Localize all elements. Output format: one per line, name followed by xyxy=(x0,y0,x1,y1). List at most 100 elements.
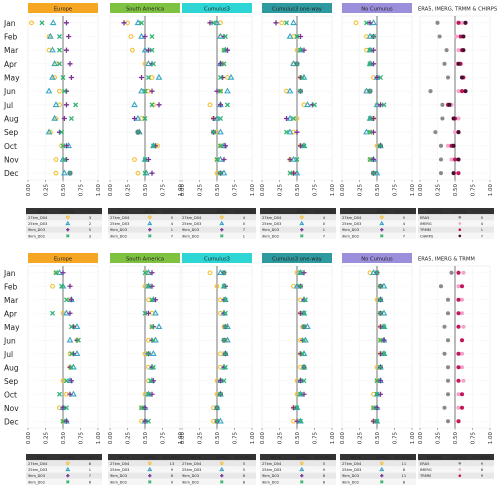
data-point xyxy=(221,47,227,53)
data-point xyxy=(286,32,294,39)
table-header-cell: Symbol xyxy=(215,210,228,214)
data-point xyxy=(134,19,142,26)
data-point xyxy=(437,34,442,39)
table-header xyxy=(418,454,494,461)
panel-no-cumulus: No Cumulus 0.00 0.25 0.50 0.75 1.00 Setup Symbo… xyxy=(340,253,416,485)
table-count-cell: 6 xyxy=(89,480,92,484)
table-setup-cell: 9km_D02 xyxy=(262,480,279,484)
data-point xyxy=(461,324,466,329)
data-point xyxy=(459,338,465,343)
data-point xyxy=(57,88,62,94)
data-point xyxy=(57,34,62,39)
x-tick-label: 0.00 xyxy=(180,432,186,445)
data-point xyxy=(459,297,465,302)
table-symbol xyxy=(380,228,384,232)
data-point xyxy=(57,61,62,67)
table-row xyxy=(418,466,494,473)
data-point xyxy=(440,102,445,107)
table-row xyxy=(340,472,416,479)
panel-title: ERA5, IMERG, TRMM & CHIRPS xyxy=(418,7,497,13)
table-setup-cell: 25km_D03 xyxy=(262,468,281,472)
data-point xyxy=(60,405,66,411)
data-point xyxy=(149,88,155,94)
data-point xyxy=(61,115,67,122)
table-header-cell: Symbol xyxy=(61,456,74,460)
data-point xyxy=(456,130,461,135)
data-point xyxy=(221,270,227,276)
table-setup-cell: TRMM xyxy=(419,228,431,232)
data-point xyxy=(146,418,151,424)
table-count-cell: 8 xyxy=(323,474,326,478)
table-symbol xyxy=(66,228,70,232)
table-symbol xyxy=(300,480,304,484)
data-point xyxy=(363,128,370,135)
x-tick-label: 0.75 xyxy=(161,432,167,445)
table-count-cell: 9 xyxy=(171,480,174,484)
panel-title-strip xyxy=(262,253,332,263)
table-setup-cell: 9km_D02 xyxy=(110,480,127,484)
data-point xyxy=(378,75,383,80)
x-tick-label: 0.50 xyxy=(375,184,381,197)
table-header-cell: # months xyxy=(163,456,181,460)
data-point xyxy=(52,101,60,108)
data-point xyxy=(222,34,228,39)
data-point xyxy=(370,61,377,67)
table-count-cell: 1 xyxy=(243,234,245,238)
x-tick-label: 0.00 xyxy=(418,432,424,445)
x-tick-label: 1.00 xyxy=(488,184,494,197)
x-tick-label: 1.00 xyxy=(330,184,336,197)
table-setup-cell: 9km_D03 xyxy=(262,228,279,232)
table-count-cell: 0 xyxy=(243,222,246,226)
table-row xyxy=(180,226,256,233)
data-point xyxy=(139,20,144,26)
data-point xyxy=(224,47,231,53)
data-point xyxy=(297,310,304,316)
table-row xyxy=(418,220,494,227)
month-label: Jan xyxy=(3,269,16,278)
table-row xyxy=(418,460,494,467)
data-point xyxy=(66,33,72,40)
data-point xyxy=(301,270,307,276)
data-point xyxy=(444,48,449,53)
x-tick-label: 0.25 xyxy=(198,432,204,445)
table-setup-cell: 27km_D04 xyxy=(28,216,48,220)
data-point xyxy=(456,378,461,383)
table-count-cell: 4 xyxy=(481,222,484,226)
data-point xyxy=(61,157,67,162)
data-point xyxy=(279,20,285,26)
data-point xyxy=(207,20,213,26)
data-point xyxy=(210,115,217,122)
data-point xyxy=(367,157,373,162)
table-symbol xyxy=(147,220,153,226)
data-point xyxy=(29,20,34,26)
x-tick-label: 0.25 xyxy=(436,184,442,197)
data-point xyxy=(222,351,228,357)
data-point xyxy=(374,270,380,276)
panel-title-strip xyxy=(182,253,252,263)
chart-row-2: Jan Feb Mar Apr May Jun Jul Aug Sep Oct Nov Dec Euro… xyxy=(3,253,494,485)
table-row xyxy=(340,226,416,233)
data-point xyxy=(57,47,62,53)
data-point xyxy=(67,283,73,289)
table-header xyxy=(26,208,102,215)
table-header-cell: Setup xyxy=(119,456,130,460)
data-point xyxy=(370,129,377,135)
data-point xyxy=(459,89,465,94)
data-point xyxy=(214,418,220,424)
x-tick-label: 0.50 xyxy=(295,184,301,197)
table-count-cell: 4 xyxy=(243,216,246,220)
data-point xyxy=(445,378,451,383)
data-point xyxy=(438,284,444,289)
data-point xyxy=(451,143,456,148)
data-point xyxy=(445,365,451,370)
table-count-cell: 8 xyxy=(403,480,406,484)
data-point xyxy=(283,115,290,122)
data-point xyxy=(442,61,447,66)
data-point xyxy=(51,60,58,67)
data-point xyxy=(217,102,224,108)
data-point xyxy=(294,405,300,411)
data-point xyxy=(301,47,307,53)
x-tick-label: 0.50 xyxy=(453,184,459,197)
data-point xyxy=(364,20,369,26)
data-point xyxy=(142,157,148,162)
